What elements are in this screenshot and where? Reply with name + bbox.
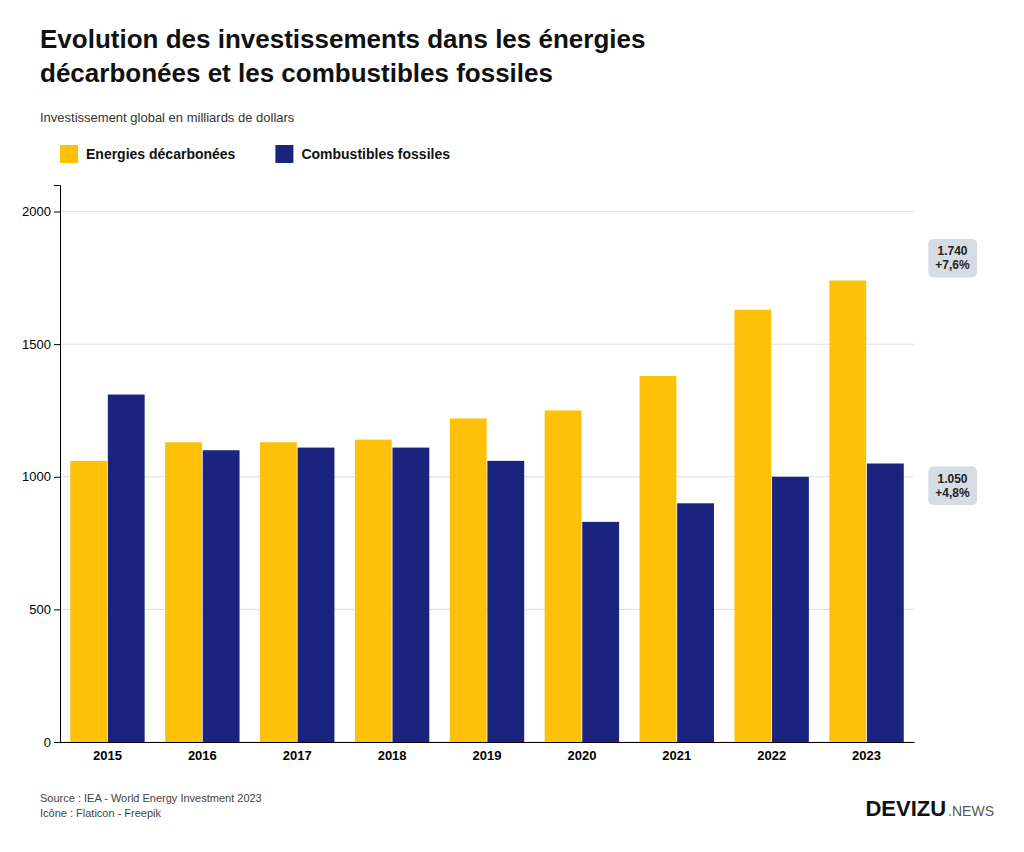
y-tick-label: 2000	[22, 204, 51, 219]
x-tick-label: 2019	[473, 748, 502, 763]
brand: DEVIZU.NEWS	[865, 796, 994, 821]
bars	[70, 280, 904, 742]
x-tick: 2017	[283, 748, 312, 763]
y-tick-mark	[54, 212, 60, 213]
x-tick: 2021	[662, 748, 691, 763]
x-axis-line	[61, 742, 915, 743]
x-tick: 2015	[93, 748, 122, 763]
y-tick: 2000	[22, 204, 60, 219]
bar	[392, 448, 429, 742]
annotation: 1.050+4,8%	[928, 467, 977, 505]
x-tick-label: 2016	[188, 748, 217, 763]
annotation-line: +7,6%	[935, 258, 970, 272]
grid-line	[60, 344, 914, 345]
annotation: 1.740+7,6%	[928, 239, 977, 277]
annotation-text: 1.050+4,8%	[935, 472, 970, 500]
bar	[772, 477, 809, 742]
bar	[108, 395, 145, 742]
y-tick-mark	[54, 609, 60, 610]
brand-name: DEVIZU	[865, 796, 946, 821]
subtitle: Investissement global en milliards de do…	[40, 110, 295, 125]
series	[70, 280, 866, 742]
annotation-box	[928, 239, 977, 277]
bar	[355, 440, 392, 742]
y-axis: 0 500 1000 1500 2000	[22, 186, 60, 750]
title: Evolution des investissements dans les é…	[40, 24, 645, 54]
annotation-box	[928, 467, 977, 505]
series	[108, 395, 904, 742]
brand-sub: .NEWS	[948, 803, 994, 819]
bar	[298, 448, 335, 742]
bar	[734, 310, 771, 742]
x-tick-label: 2018	[378, 748, 407, 763]
x-tick-label: 2015	[93, 748, 122, 763]
source: Icône : Flaticon - Freepik	[40, 807, 162, 819]
y-tick-label: 500	[29, 602, 51, 617]
grid	[60, 212, 914, 742]
x-tick-label: 2021	[662, 748, 691, 763]
bar	[829, 280, 866, 742]
x-tick: 2023	[852, 748, 881, 763]
x-tick: 2019	[473, 748, 502, 763]
bar	[203, 450, 240, 742]
bar	[70, 461, 107, 742]
legend: Energies décarbonées Combustibles fossile…	[60, 145, 450, 163]
title: décarbonées et les combustibles fossiles	[40, 58, 553, 88]
bar	[165, 442, 202, 742]
legend-swatch	[60, 145, 78, 163]
x-tick-label: 2023	[852, 748, 881, 763]
bar	[450, 418, 487, 742]
x-axis: 2015 2016 2017 2018 2019 2020 2021 2022 2023	[61, 743, 915, 764]
bar	[545, 410, 582, 742]
annotations: 1.740+7,6% 1.050+4,8%	[928, 239, 977, 505]
annotation-line: 1.050	[937, 472, 967, 486]
y-tick-mark	[54, 477, 60, 478]
annotation-text: 1.740+7,6%	[935, 244, 970, 272]
bar	[867, 464, 904, 743]
grid-line	[60, 211, 914, 212]
y-tick: 1000	[22, 469, 60, 484]
legend-swatch	[275, 145, 293, 163]
bar	[260, 442, 297, 742]
x-tick: 2016	[188, 748, 217, 763]
legend-label: Combustibles fossiles	[301, 146, 450, 162]
y-tick: 500	[29, 602, 60, 617]
annotation-line: +4,8%	[935, 486, 970, 500]
bar	[582, 522, 619, 742]
x-tick: 2020	[567, 748, 596, 763]
bar	[677, 503, 714, 742]
legend-label: Energies décarbonées	[86, 146, 236, 162]
x-tick-label: 2017	[283, 748, 312, 763]
annotation-line: 1.740	[937, 244, 967, 258]
bar	[640, 376, 677, 742]
legend-item: Energies décarbonées	[60, 145, 236, 163]
y-tick-label: 1000	[22, 469, 51, 484]
y-tick-label: 0	[44, 735, 51, 750]
y-axis-line	[54, 186, 61, 743]
plot: 0 500 1000 1500 2000 2015 2016 2017 2018 2019 2020…	[22, 186, 977, 764]
y-tick: 1500	[22, 337, 60, 352]
y-tick-label: 1500	[22, 337, 51, 352]
x-tick: 2022	[757, 748, 786, 763]
x-tick: 2018	[378, 748, 407, 763]
chart: Evolution des investissements dans les é…	[0, 0, 1024, 852]
y-tick: 0	[44, 735, 60, 750]
source: Source : IEA - World Energy Investment 2…	[40, 792, 262, 804]
legend-item: Combustibles fossiles	[275, 145, 450, 163]
y-tick-mark	[54, 344, 60, 345]
y-tick-mark	[54, 742, 60, 743]
bar	[487, 461, 524, 742]
x-tick-label: 2022	[757, 748, 786, 763]
x-tick-label: 2020	[567, 748, 596, 763]
